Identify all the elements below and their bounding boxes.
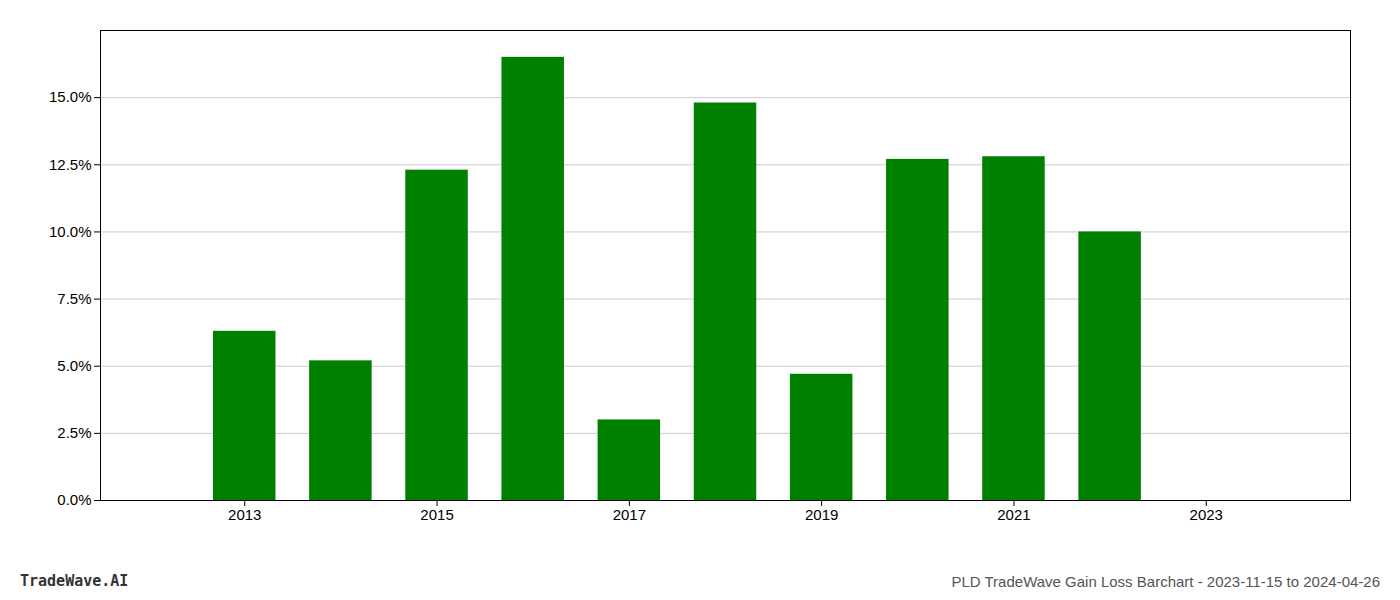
svg-text:0.0%: 0.0% xyxy=(57,491,91,508)
svg-text:2023: 2023 xyxy=(1190,506,1223,523)
svg-text:2019: 2019 xyxy=(805,506,838,523)
svg-text:2017: 2017 xyxy=(613,506,646,523)
svg-text:2021: 2021 xyxy=(997,506,1030,523)
svg-text:2013: 2013 xyxy=(228,506,261,523)
svg-text:10.0%: 10.0% xyxy=(49,223,92,240)
svg-text:7.5%: 7.5% xyxy=(57,290,91,307)
svg-text:2015: 2015 xyxy=(420,506,453,523)
svg-text:5.0%: 5.0% xyxy=(57,357,91,374)
svg-text:15.0%: 15.0% xyxy=(49,88,92,105)
html-text:PLD TradeWave Gain Loss Barcha: PLD TradeWave Gain Loss Barchart - 2023-… xyxy=(951,573,1380,590)
svg-text:12.5%: 12.5% xyxy=(49,156,92,173)
svg-text:2.5%: 2.5% xyxy=(57,424,91,441)
html-text:TradeWave.AI: TradeWave.AI xyxy=(20,572,129,590)
